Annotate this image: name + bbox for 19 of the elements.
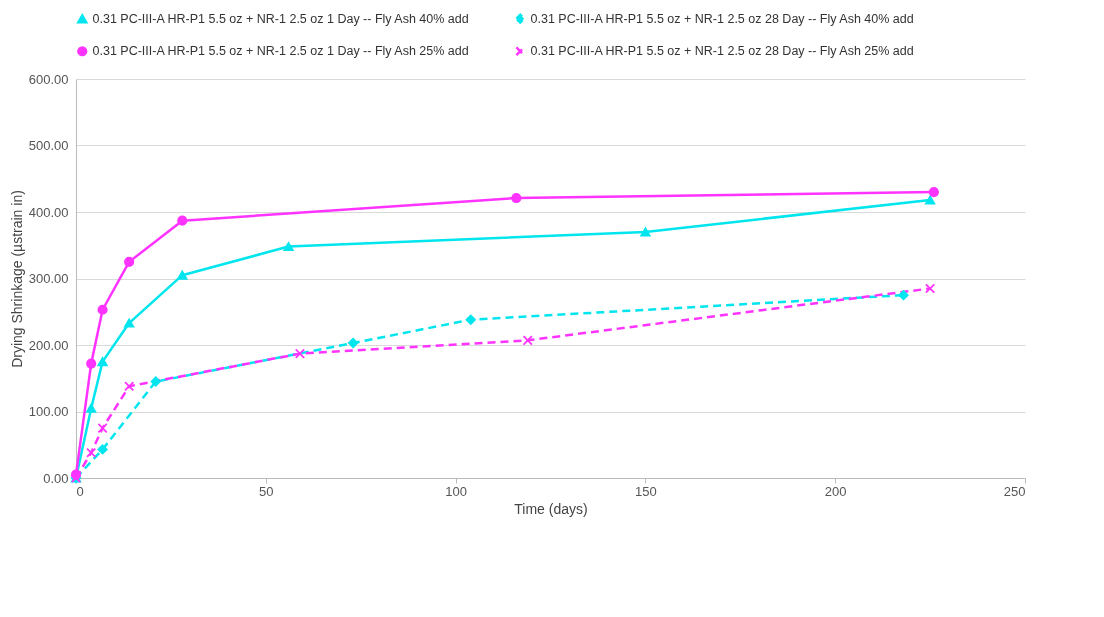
x-tick-label: 100: [445, 483, 467, 499]
x-tick-label: 150: [635, 483, 657, 499]
y-axis-title: Drying Shrinkage (µstrain in): [8, 190, 25, 368]
y-tick-label: 600.00: [28, 71, 69, 87]
y-tick-label: 100.00: [28, 404, 69, 419]
legend-label: 0.31 PC-III-A HR-P1 5.5 oz + NR-1 2.5 oz 1 Day -- Fly Ash 40% add: [92, 11, 469, 26]
x-tick-label: 0: [76, 483, 84, 499]
y-tick-label: 400.00: [28, 204, 69, 220]
y-tick-label: 0.00: [43, 470, 69, 486]
x-tick-label: 200: [824, 483, 847, 499]
x-tick-label: 50: [259, 483, 274, 499]
y-tick-label: 500.00: [28, 138, 69, 153]
x-axis-title: Time (days): [514, 500, 588, 517]
legend-label: 0.31 PC-III-A HR-P1 5.5 oz + NR-1 2.5 oz 1 Day -- Fly Ash 25% add: [92, 44, 469, 59]
legend-label: 0.31 PC-III-A HR-P1 5.5 oz + NR-1 2.5 oz 28 Day -- Fly Ash 40% add: [530, 11, 914, 26]
y-tick-label: 300.00: [28, 271, 69, 286]
legend-label: 0.31 PC-III-A HR-P1 5.5 oz + NR-1 2.5 oz 28 Day -- Fly Ash 25% add: [530, 44, 914, 59]
y-tick-label: 200.00: [28, 337, 69, 353]
x-tick-label: 250: [1003, 483, 1026, 499]
